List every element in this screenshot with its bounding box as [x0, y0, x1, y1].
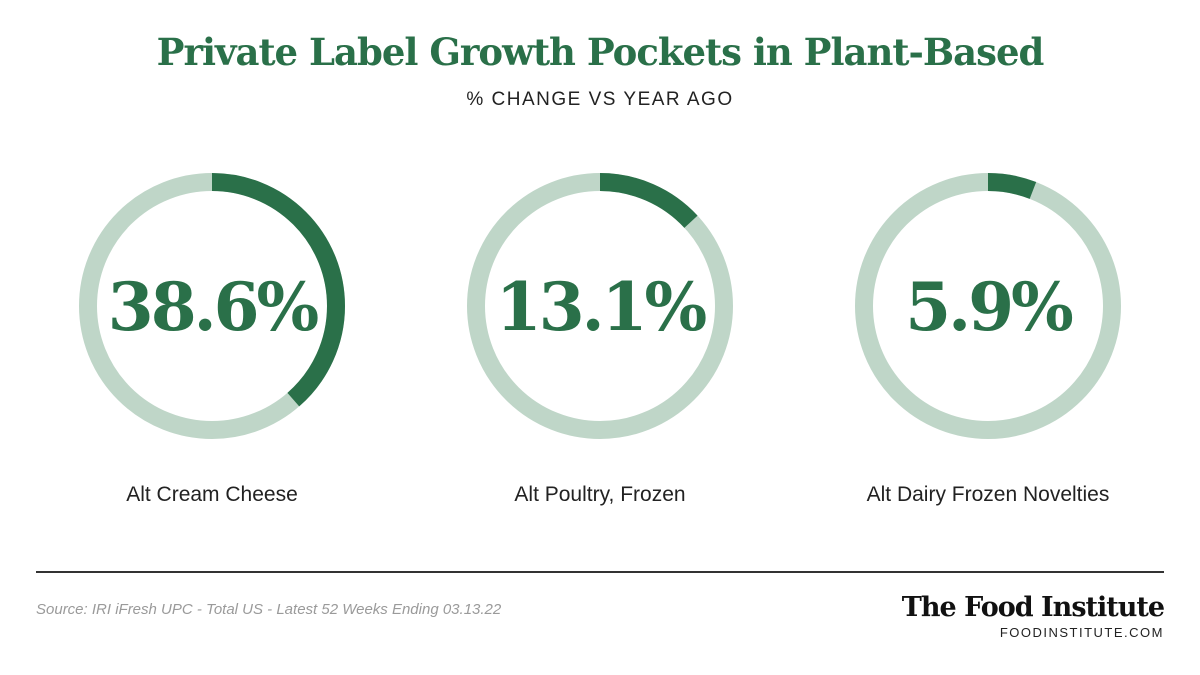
footer-divider — [36, 571, 1164, 573]
donut-value-arc — [855, 173, 1121, 439]
brand-name: The Food Institute — [901, 592, 1165, 623]
donut-1: 38.6% Alt Cream Cheese — [79, 173, 345, 506]
source-note: Source: IRI iFresh UPC - Total US - Late… — [36, 601, 502, 618]
chart-subtitle: % CHANGE VS YEAR AGO — [466, 89, 734, 110]
donut-value-label: 13.1% — [496, 268, 707, 346]
category-label: Alt Dairy Frozen Novelties — [867, 483, 1110, 506]
donut-value-label: 5.9% — [905, 268, 1073, 346]
chart-title: Private Label Growth Pockets in Plant-Ba… — [156, 30, 1045, 74]
category-label: Alt Poultry, Frozen — [514, 483, 685, 506]
donut-2: 13.1% Alt Poultry, Frozen — [467, 173, 733, 506]
donut-value-arc — [79, 173, 345, 439]
category-label: Alt Cream Cheese — [126, 483, 298, 506]
donut-3: 5.9% Alt Dairy Frozen Novelties — [855, 173, 1121, 506]
donut-value-label: 38.6% — [108, 268, 319, 346]
donut-charts: 38.6% Alt Cream Cheese 13.1% Alt Poultry, F… — [79, 173, 1121, 506]
brand-url: FOODINSTITUTE.COM — [999, 625, 1164, 640]
donut-value-arc — [467, 173, 733, 439]
brand-logo: The Food Institute FOODINSTITUTE.COM — [901, 592, 1165, 641]
